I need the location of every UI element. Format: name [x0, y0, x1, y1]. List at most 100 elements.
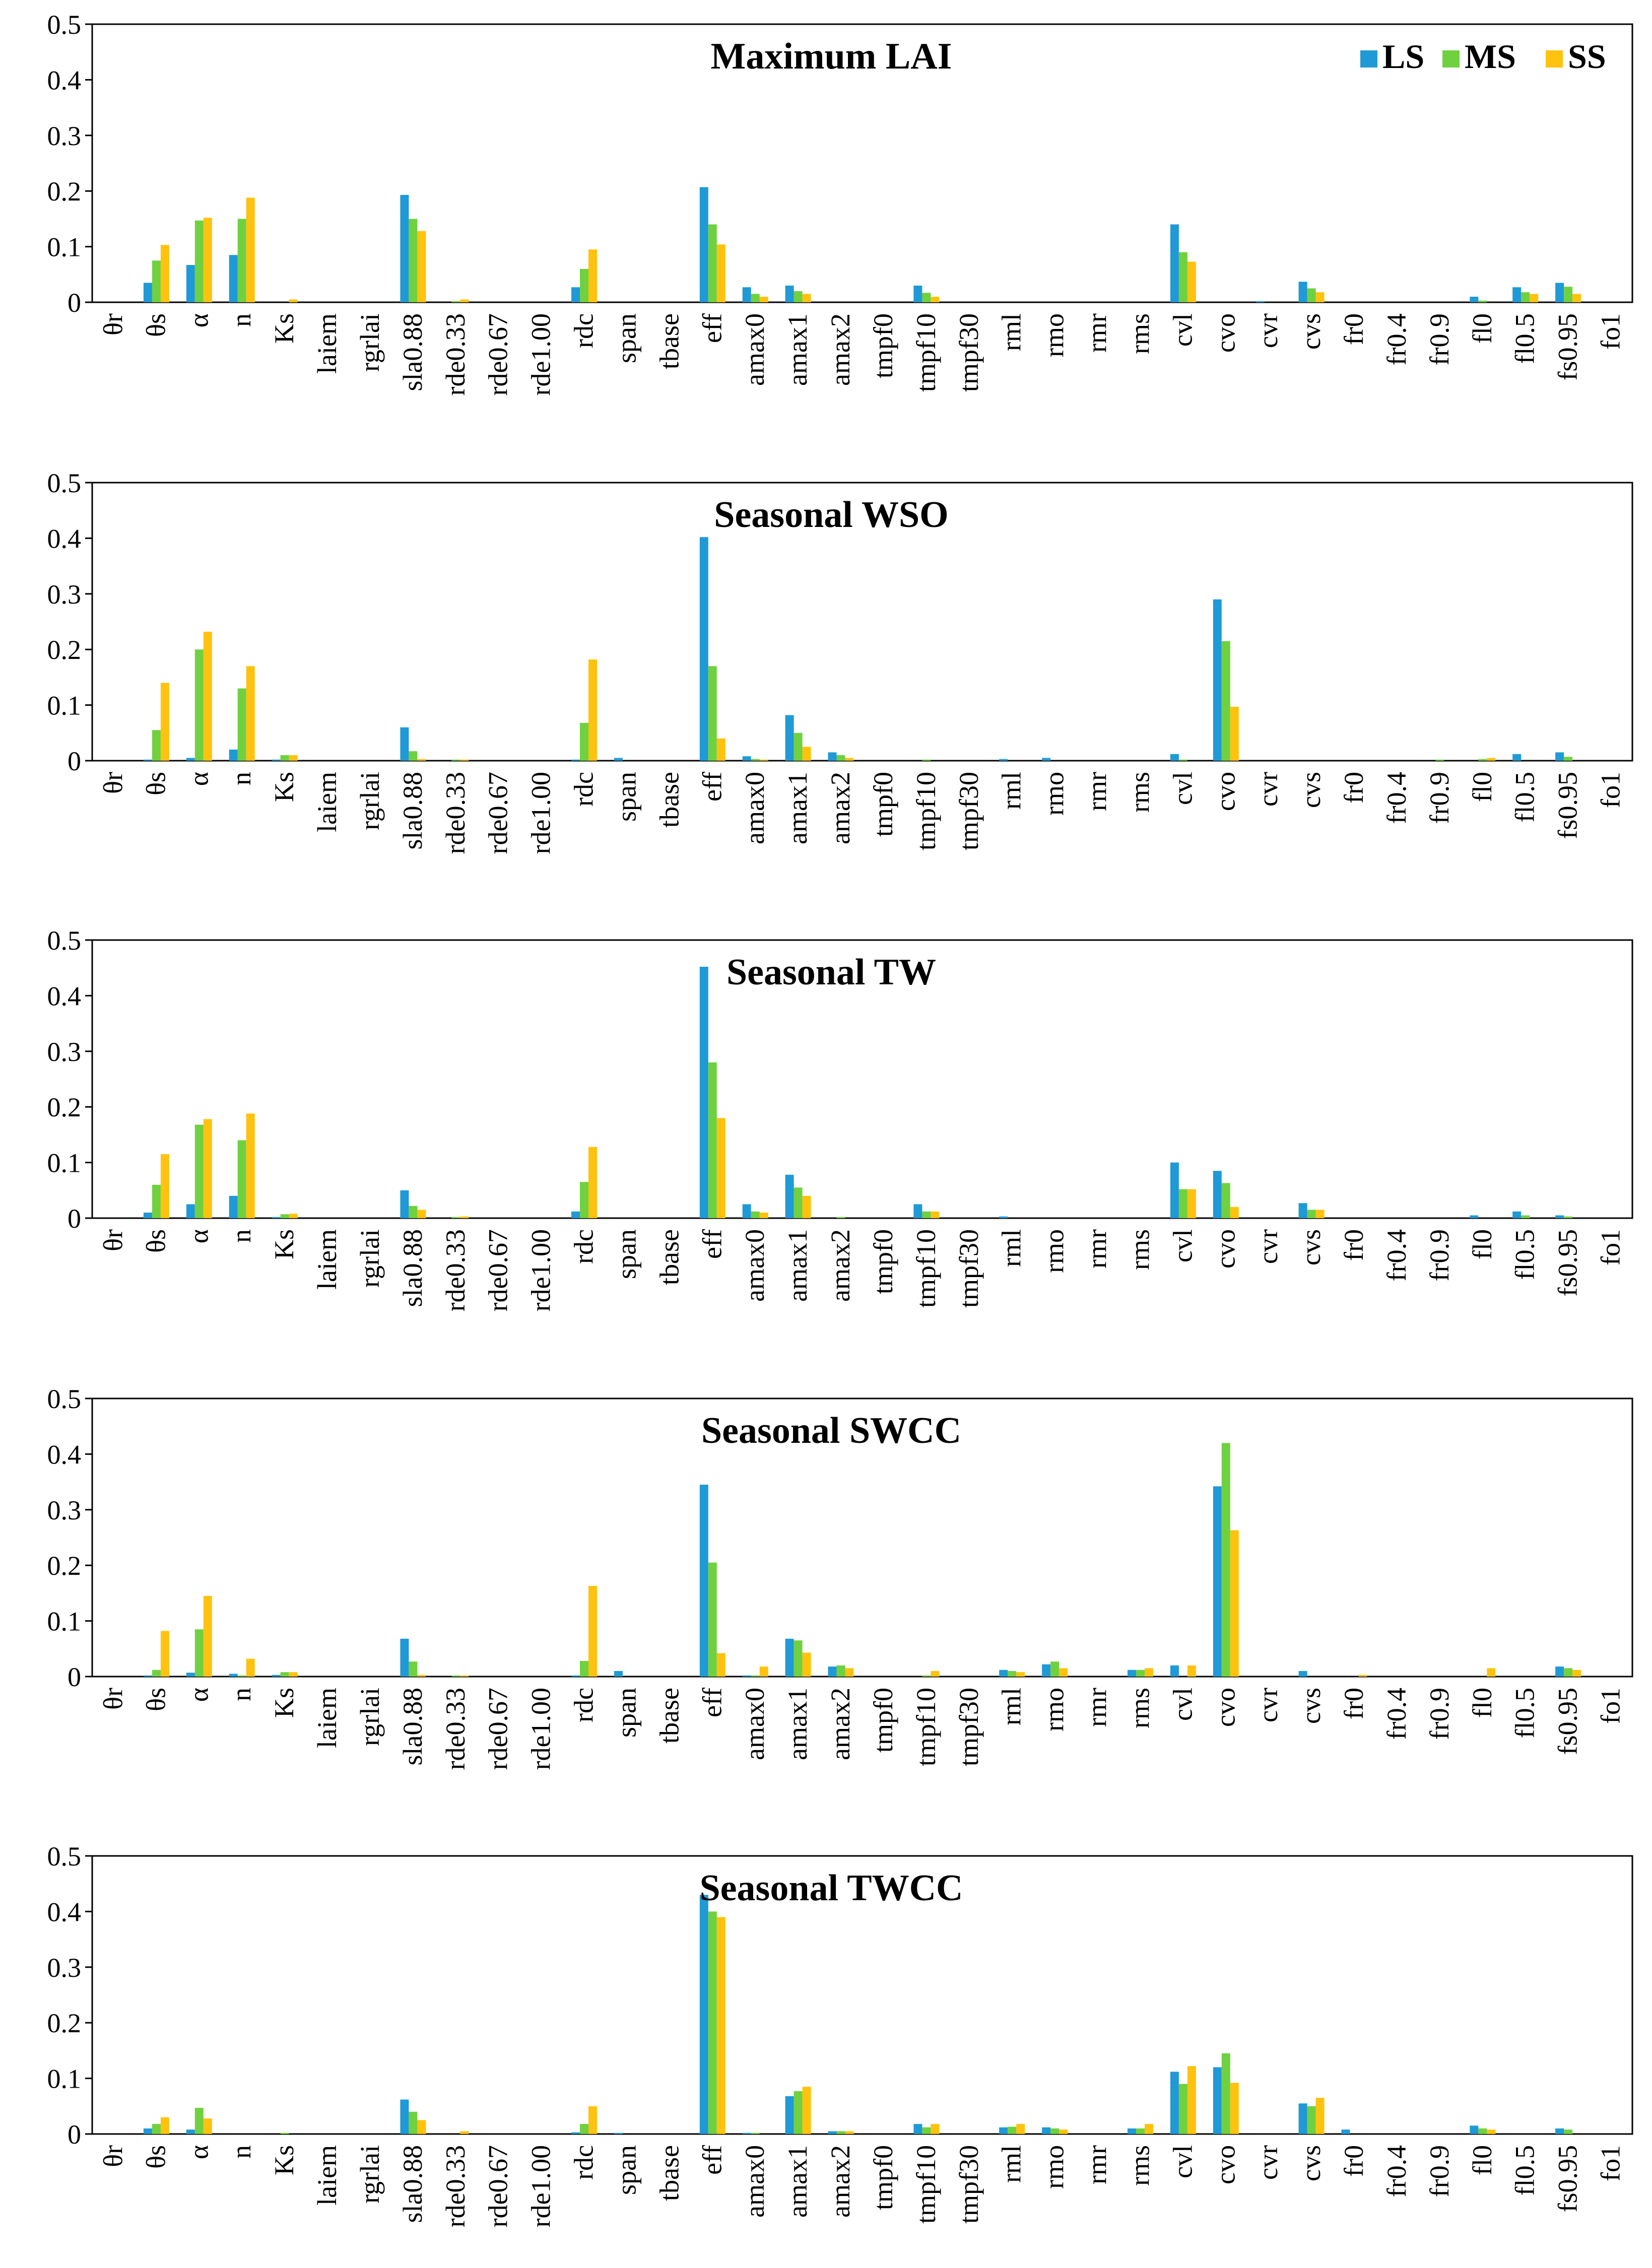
x-tick-label: tmpf30	[954, 313, 984, 392]
bar-ss-19	[931, 297, 940, 302]
bar-ms-22	[1050, 2128, 1060, 2134]
bar-ss-1	[160, 1631, 169, 1677]
bar-ss-4	[289, 1214, 298, 1218]
bar-ms-1	[152, 1184, 161, 1218]
y-tick-label: 0.2	[47, 1551, 82, 1581]
bar-ls-12	[614, 2132, 623, 2134]
x-tick-label: amax0	[740, 313, 770, 386]
bar-ms-19	[922, 2127, 931, 2134]
x-tick-label: rde1.00	[526, 1688, 556, 1770]
bar-ls-19	[913, 2124, 922, 2134]
bar-ls-11	[571, 1211, 580, 1218]
bar-ls-26	[1213, 1486, 1222, 1677]
bar-ls-1	[143, 283, 152, 302]
y-tick-label: 0.4	[47, 65, 82, 95]
bar-ls-21	[999, 1216, 1008, 1218]
bar-ls-14	[699, 537, 708, 761]
x-tick-label: θs	[141, 313, 171, 337]
bar-ms-14	[708, 666, 717, 761]
bar-ls-28	[1298, 1671, 1307, 1677]
bar-ss-15	[759, 1666, 768, 1677]
x-tick-label: tbase	[654, 313, 684, 369]
x-tick-label: span	[612, 1688, 642, 1738]
bar-ls-15	[742, 1204, 751, 1218]
x-tick-label: tmpf0	[868, 313, 898, 378]
x-tick-label: fo1	[1596, 1688, 1626, 1724]
x-tick-label: tmpf30	[954, 1688, 984, 1766]
bar-ss-8	[460, 1216, 469, 1218]
x-tick-label: cvl	[1167, 1688, 1198, 1721]
x-tick-label: rgrlai	[355, 1229, 385, 1288]
x-tick-label: cvs	[1296, 1688, 1326, 1724]
x-tick-label: eff	[697, 313, 727, 343]
bar-ms-19	[922, 759, 931, 761]
x-tick-label: rgrlai	[355, 1688, 385, 1746]
bar-ms-7	[409, 751, 418, 761]
x-tick-label: θr	[98, 313, 128, 336]
x-tick-label: amax0	[740, 1688, 770, 1760]
bar-ms-16	[794, 2091, 803, 2134]
x-tick-label: rde1.00	[526, 2145, 556, 2227]
x-tick-label: fs0.95	[1553, 1229, 1583, 1297]
x-tick-label: cvo	[1210, 2145, 1240, 2184]
bar-ss-11	[588, 249, 597, 302]
x-tick-label: fl0.5	[1510, 2145, 1540, 2196]
plot-frame	[91, 23, 1633, 303]
bar-ms-2	[194, 1124, 204, 1218]
bar-ss-19	[931, 1671, 940, 1677]
bar-ms-31	[1435, 759, 1444, 761]
x-tick-label: fr0.9	[1424, 2145, 1455, 2197]
bar-ms-8	[451, 759, 460, 761]
x-tick-label: span	[612, 2145, 642, 2195]
x-tick-label: span	[612, 1229, 642, 1279]
x-tick-label: amax2	[825, 1688, 855, 1760]
x-tick-label: rde0.33	[440, 1229, 471, 1311]
y-tick-label: 0.3	[47, 121, 82, 151]
chart-panel-5: 0 0.1 0.2 0.3 0.4 0.5 θr θs α n Ks laiem rgrlai sla0.…	[47, 1841, 1633, 2227]
bar-ss-4	[289, 299, 298, 302]
x-tick-label: cvr	[1253, 772, 1283, 807]
y-tick-label: 0.3	[47, 1495, 82, 1525]
bar-ms-26	[1221, 641, 1230, 761]
x-tick-label: tmpf0	[868, 772, 898, 837]
bar-ms-25	[1178, 2084, 1187, 2134]
plot-frame	[91, 1397, 1633, 1678]
bar-ms-11	[580, 1661, 588, 1677]
bar-ls-25	[1170, 754, 1179, 761]
bar-ss-32	[1487, 1668, 1496, 1677]
bar-ms-28	[1307, 1210, 1316, 1218]
bar-ms-7	[409, 2111, 418, 2134]
bar-ls-25	[1170, 1665, 1179, 1677]
x-tick-label: fr0.9	[1424, 1688, 1455, 1740]
x-tick-label: α	[183, 772, 214, 786]
y-tick-label: 0.2	[47, 1092, 82, 1122]
legend-label-ls: LS	[1382, 37, 1424, 76]
y-tick-label: 0.4	[47, 1439, 82, 1470]
y-tick-label: 0	[68, 1204, 81, 1234]
x-tick-label: fr0.4	[1381, 313, 1412, 365]
plot-frame	[91, 1855, 1633, 2135]
x-tick-label: Ks	[269, 772, 299, 802]
bar-ms-17	[836, 755, 845, 761]
bar-ms-1	[152, 730, 161, 761]
x-tick-label: fo1	[1596, 772, 1626, 808]
x-tick-label: laiem	[312, 2145, 342, 2206]
bar-ls-4	[272, 1217, 281, 1218]
chart-panel-4: 0 0.1 0.2 0.3 0.4 0.5 θr θs α n Ks laiem rgrlai sla0.…	[47, 1384, 1633, 1770]
bar-ms-11	[580, 722, 588, 761]
bar-ls-2	[186, 1673, 195, 1677]
bar-ls-2	[186, 758, 195, 761]
x-tick-label: eff	[697, 1229, 727, 1259]
y-tick-label: 0.2	[47, 635, 82, 665]
bar-ss-15	[759, 759, 768, 761]
x-tick-label: θs	[141, 1688, 171, 1711]
bar-ls-15	[742, 756, 751, 761]
bar-ls-34	[1555, 2128, 1564, 2134]
bar-ls-7	[400, 2099, 409, 2134]
bar-ls-14	[699, 967, 708, 1218]
bar-ms-19	[922, 293, 931, 302]
x-tick-label: Ks	[269, 1229, 299, 1259]
bar-ls-28	[1298, 1203, 1307, 1218]
x-tick-label: tmpf30	[954, 2145, 984, 2224]
x-tick-label: n	[226, 2145, 256, 2159]
